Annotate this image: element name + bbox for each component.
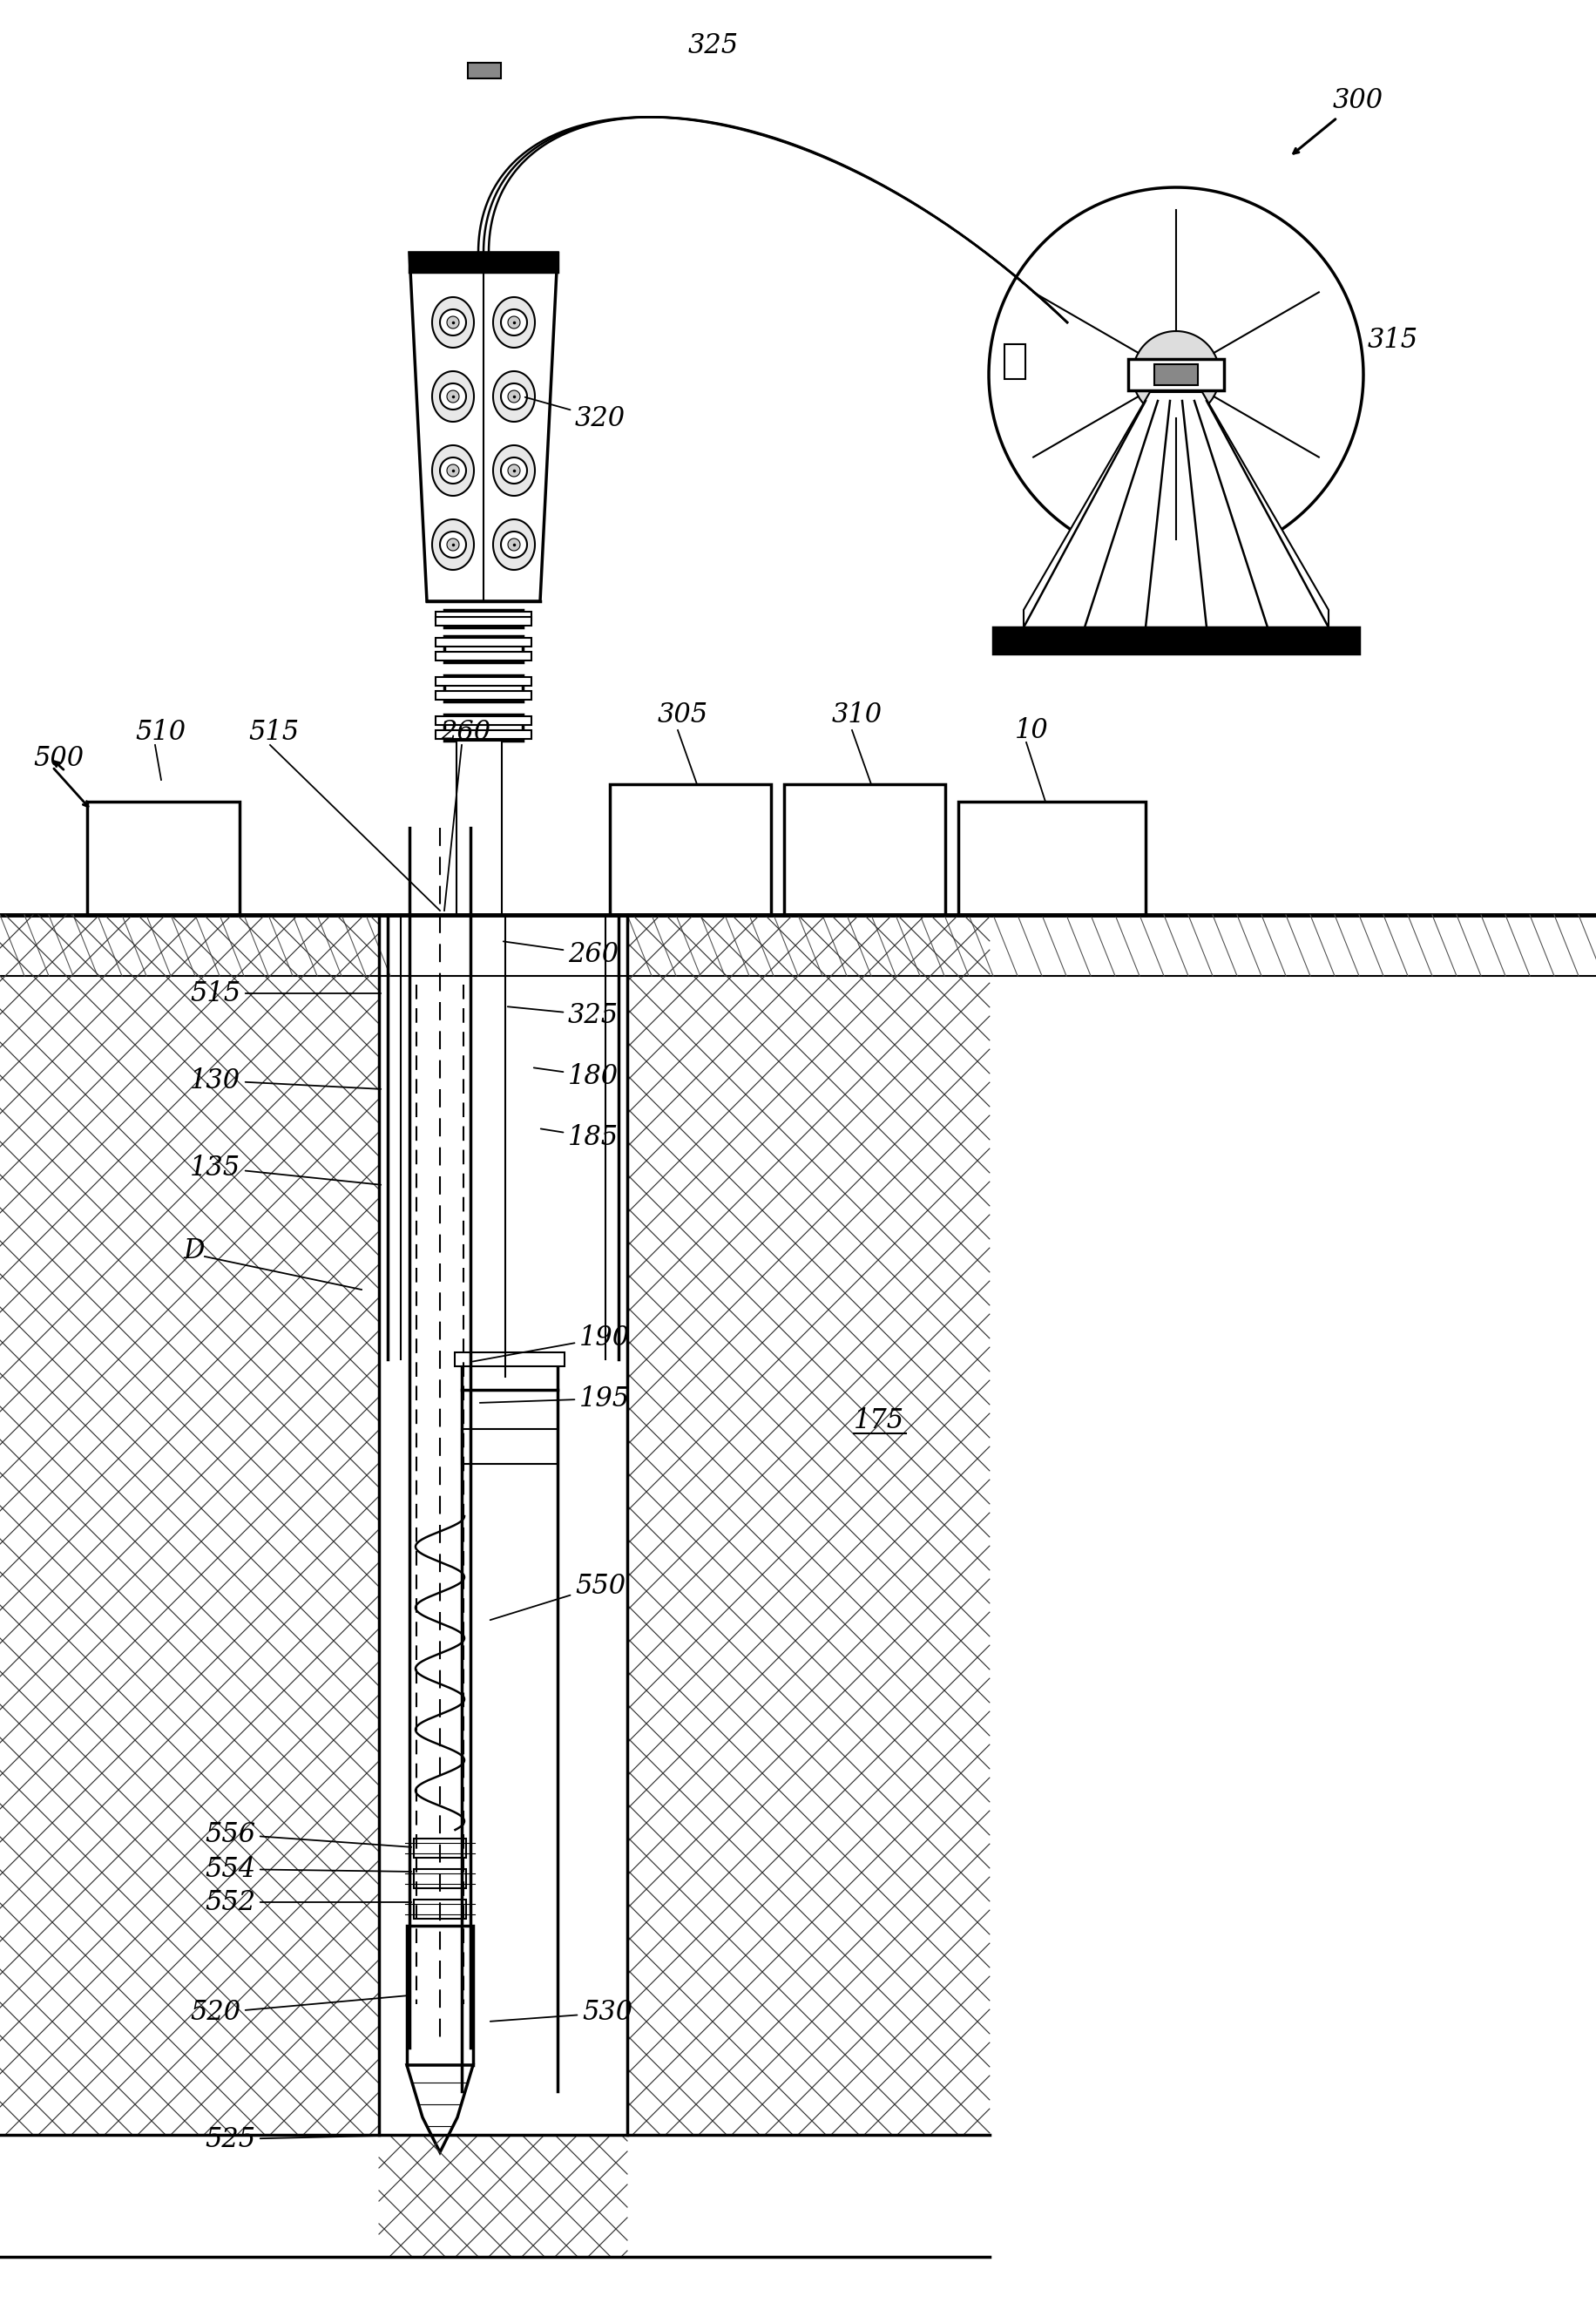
Polygon shape [508,539,520,550]
Bar [436,652,531,661]
Text: 556: 556 [204,1822,412,1847]
Text: 530: 530 [490,1999,632,2027]
Bar [436,613,531,620]
Polygon shape [433,520,474,569]
Text: 325: 325 [688,32,739,60]
Bar [88,801,239,914]
Bar [444,610,523,626]
Bar [1128,359,1224,392]
Polygon shape [501,309,527,336]
Text: 315: 315 [1368,327,1419,352]
Text: 305: 305 [658,700,709,728]
Polygon shape [493,444,535,495]
Text: D: D [184,1237,204,1264]
Text: 554: 554 [204,1856,412,1882]
Text: 190: 190 [472,1324,630,1361]
Text: 550: 550 [490,1573,626,1619]
Text: 175: 175 [854,1407,905,1435]
Polygon shape [447,316,460,329]
Text: 300: 300 [1333,88,1384,113]
Polygon shape [493,297,535,348]
Polygon shape [501,458,527,484]
Polygon shape [433,297,474,348]
Bar [436,716,531,725]
Polygon shape [440,532,466,557]
Text: 185: 185 [541,1124,619,1152]
Bar [1004,343,1025,380]
Text: 552: 552 [204,1888,412,1916]
Bar [436,730,531,739]
Text: 310: 310 [832,700,883,728]
Bar [407,1925,472,2066]
Polygon shape [508,465,520,477]
Text: 525: 525 [204,2126,415,2153]
Bar [784,785,945,914]
Text: 515: 515 [249,719,298,746]
Polygon shape [508,392,520,403]
Text: 510: 510 [136,719,185,746]
Polygon shape [447,539,460,550]
Text: 10: 10 [1015,716,1049,744]
Bar [456,742,501,914]
Polygon shape [433,444,474,495]
Bar [461,1430,557,1465]
Bar [413,1838,466,1859]
Text: 320: 320 [525,396,626,431]
Text: 260: 260 [503,940,619,967]
Bar [993,626,1360,654]
Polygon shape [1133,332,1219,419]
Bar [436,617,531,626]
Polygon shape [440,382,466,410]
Bar [610,785,771,914]
Polygon shape [501,532,527,557]
Bar [461,1359,557,1389]
Text: 180: 180 [533,1062,619,1089]
Polygon shape [407,2066,472,2153]
Polygon shape [493,371,535,421]
Text: 520: 520 [190,1997,407,2027]
Polygon shape [433,371,474,421]
Polygon shape [440,458,466,484]
Polygon shape [1023,392,1328,626]
Polygon shape [990,187,1363,562]
Polygon shape [447,465,460,477]
Polygon shape [501,382,527,410]
Text: 500: 500 [34,744,83,772]
Bar [413,1900,466,1918]
Bar [436,638,531,647]
Bar [436,677,531,686]
Polygon shape [410,253,557,601]
Polygon shape [493,520,535,569]
Text: 135: 135 [190,1154,381,1184]
Text: 325: 325 [508,1002,619,1029]
Text: 195: 195 [480,1384,630,1412]
Bar [455,1352,565,1366]
Text: 515: 515 [190,979,381,1006]
Bar [444,636,523,663]
Bar [1154,364,1199,385]
Bar [444,675,523,702]
Bar [436,691,531,700]
Bar [413,1870,466,1888]
Polygon shape [440,309,466,336]
Bar [468,62,501,78]
Polygon shape [508,316,520,329]
Bar [958,801,1146,914]
Text: 130: 130 [190,1066,381,1094]
Polygon shape [447,392,460,403]
Bar [410,253,557,272]
Bar [444,714,523,742]
Text: 260: 260 [440,719,490,746]
